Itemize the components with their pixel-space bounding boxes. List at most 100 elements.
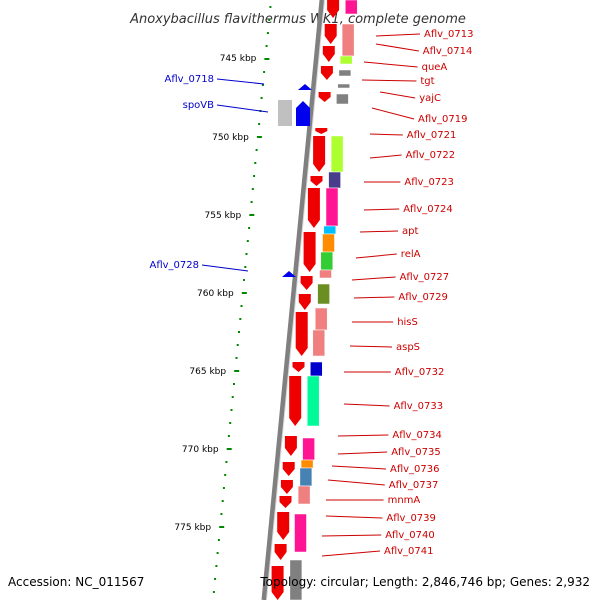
gene-label: Aflv_0719 bbox=[418, 114, 468, 125]
scale-minor-tick bbox=[233, 383, 235, 385]
gene-label: Aflv_0732 bbox=[395, 367, 445, 378]
accession-text: Accession: NC_011567 bbox=[8, 575, 144, 589]
forward-gene-arrow bbox=[300, 276, 313, 290]
scale-label: 770 kbp bbox=[182, 445, 219, 455]
forward-gene-arrow bbox=[310, 176, 323, 186]
forward-gene-arrow bbox=[327, 0, 340, 18]
scale-label: 745 kbp bbox=[220, 54, 257, 64]
scale-minor-tick bbox=[225, 461, 228, 463]
gene-label-leader bbox=[363, 61, 418, 68]
forward-gene-arrow bbox=[274, 544, 287, 560]
scale-minor-tick bbox=[250, 201, 253, 203]
gene-label: Aflv_0728 bbox=[149, 260, 199, 271]
cog-block bbox=[294, 513, 307, 553]
cog-block bbox=[300, 459, 314, 469]
scale-minor-tick bbox=[253, 175, 256, 177]
scale-major-tick bbox=[256, 136, 262, 138]
scale-minor-tick bbox=[216, 552, 219, 554]
gene-label: Aflv_0714 bbox=[423, 46, 473, 57]
forward-gene-arrow bbox=[322, 46, 335, 62]
scale-minor-tick bbox=[243, 279, 245, 281]
forward-gene-arrow bbox=[292, 362, 305, 372]
forward-gene-arrow bbox=[313, 136, 326, 172]
gene-label-leader bbox=[371, 107, 415, 120]
cog-block bbox=[320, 251, 334, 271]
forward-gene-arrow bbox=[303, 232, 316, 272]
scale-minor-tick bbox=[246, 240, 249, 242]
cog-color-blocks bbox=[289, 0, 358, 601]
cog-block bbox=[325, 187, 339, 227]
forward-gene-arrow bbox=[315, 128, 328, 134]
scale-minor-tick bbox=[255, 149, 258, 151]
gene-label: Aflv_0739 bbox=[386, 513, 436, 524]
gene-label-leader bbox=[375, 33, 421, 37]
scale-minor-tick bbox=[214, 578, 217, 580]
gene-label-leader bbox=[353, 296, 395, 299]
scale-label: 750 kbp bbox=[212, 133, 249, 143]
gene-label-leader bbox=[361, 79, 417, 82]
scale-minor-tick bbox=[266, 32, 269, 34]
gene-label-leader bbox=[369, 154, 402, 159]
gene-label-leader bbox=[216, 104, 269, 113]
reverse-gene-arrow bbox=[282, 271, 296, 277]
cog-block bbox=[302, 437, 315, 461]
gene-label: tgt bbox=[420, 76, 434, 87]
scale-minor-tick bbox=[220, 513, 223, 515]
reverse-gene-arrow bbox=[296, 101, 310, 126]
cog-block bbox=[312, 329, 326, 357]
gene-label: Aflv_0729 bbox=[398, 292, 448, 303]
forward-gene-arrow bbox=[284, 436, 297, 456]
scale-major-tick bbox=[219, 526, 225, 528]
gene-label-leader bbox=[327, 479, 385, 486]
gene-label-leader bbox=[349, 345, 393, 348]
reverse-gene-arrow bbox=[298, 84, 312, 90]
scale-label: 755 kbp bbox=[205, 211, 242, 221]
gene-label: Aflv_0718 bbox=[164, 74, 214, 85]
scale-minor-tick bbox=[248, 227, 251, 229]
scale-minor-tick bbox=[221, 500, 224, 502]
gene-label-leader bbox=[369, 133, 403, 136]
gene-label: yajC bbox=[419, 93, 441, 104]
reverse-gene-block bbox=[278, 100, 292, 126]
gene-label: Aflv_0722 bbox=[406, 150, 456, 161]
forward-gene-arrow bbox=[289, 376, 302, 426]
gene-label: apt bbox=[402, 226, 418, 237]
gene-label-leader bbox=[337, 451, 388, 455]
forward-gene-arrow bbox=[279, 496, 292, 508]
gene-label-leader bbox=[375, 43, 419, 52]
gene-label-leader bbox=[363, 208, 400, 211]
gene-label: Aflv_0713 bbox=[424, 29, 474, 40]
cog-block bbox=[323, 225, 337, 235]
gene-label-leader bbox=[379, 91, 416, 99]
scale-labels: 745 kbp 750 kbp 755 kbp 760 kbp 765 kbp 770 k… bbox=[174, 54, 256, 533]
cog-block bbox=[322, 233, 335, 253]
scale-minor-tick bbox=[235, 357, 238, 359]
scale-minor-tick bbox=[268, 19, 271, 21]
gene-label: Aflv_0723 bbox=[404, 177, 454, 188]
cog-block bbox=[330, 135, 344, 173]
cog-block bbox=[338, 69, 352, 77]
scale-minor-tick bbox=[260, 97, 263, 99]
map-title: Anoxybacillus flavithermus WK1, complete… bbox=[129, 12, 466, 27]
scale-minor-tick bbox=[229, 422, 232, 424]
forward-gene-arrow bbox=[295, 312, 308, 356]
scale-label: 775 kbp bbox=[174, 523, 211, 533]
backbone-highlight bbox=[266, 0, 325, 601]
scale-minor-tick bbox=[239, 318, 242, 320]
gene-label-leader bbox=[343, 403, 390, 407]
gene-label-leader bbox=[216, 78, 265, 85]
forward-gene-arrow bbox=[307, 188, 320, 228]
cog-block bbox=[299, 467, 313, 487]
gene-label-leader bbox=[325, 515, 383, 519]
cog-block bbox=[314, 307, 328, 331]
scale-major-tick bbox=[249, 214, 255, 216]
gene-label-leader bbox=[337, 434, 389, 437]
gene-label: queA bbox=[422, 62, 448, 73]
gene-label-leader bbox=[331, 465, 387, 470]
forward-gene-arrow bbox=[298, 294, 311, 310]
gene-label-leader bbox=[321, 534, 382, 537]
forward-gene-arrow bbox=[318, 92, 331, 102]
cog-block bbox=[337, 83, 350, 89]
gene-label: Aflv_0736 bbox=[390, 464, 440, 475]
